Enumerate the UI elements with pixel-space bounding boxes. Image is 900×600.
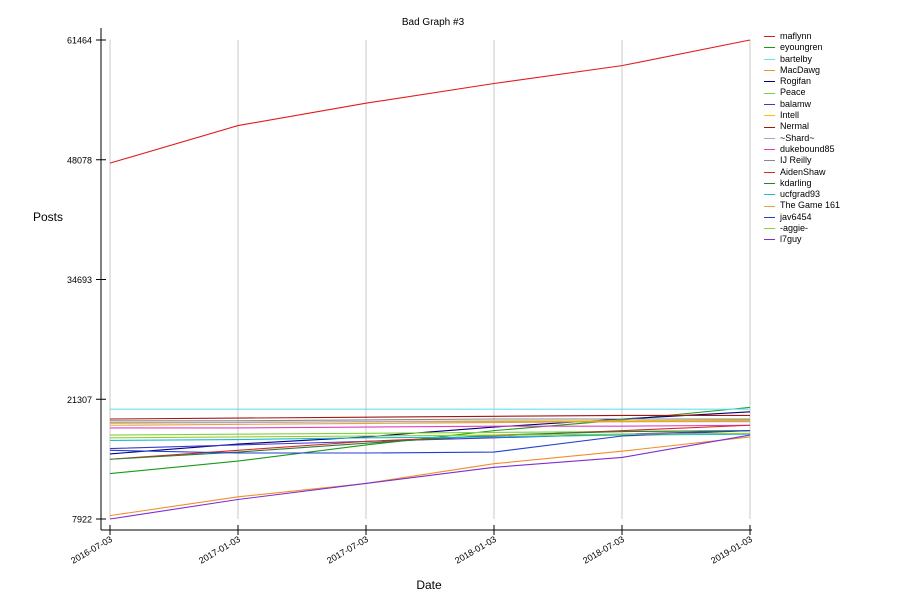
legend-swatch [764, 160, 775, 162]
legend-swatch [764, 103, 775, 105]
x-axis-label: Date [416, 578, 442, 592]
x-tick-label: 2017-07-03 [325, 534, 370, 566]
y-tick-label: 34693 [67, 275, 92, 285]
x-tick-label: 2019-01-03 [709, 534, 754, 566]
legend-item: AidenShaw [764, 167, 894, 178]
legend-item: IJ Reilly [764, 155, 894, 166]
series-line-kdarling [109, 430, 751, 460]
legend-swatch [764, 70, 775, 72]
legend-item: ~Shard~ [764, 133, 894, 144]
x-tick-label: 2017-01-03 [197, 534, 242, 566]
series-line-jav6454 [109, 430, 751, 454]
series-line-aggie [109, 432, 751, 439]
legend-swatch [764, 47, 775, 49]
series-line-l7guy [109, 434, 751, 520]
legend-swatch [764, 183, 775, 184]
legend-swatch [764, 81, 775, 83]
legend-swatch [764, 228, 775, 230]
legend-item: Peace [764, 87, 894, 98]
legend-item: MacDawg [764, 65, 894, 76]
legend-label: The Game 161 [780, 200, 841, 211]
legend-swatch [764, 137, 775, 139]
legend-item: maflynn [764, 31, 894, 42]
legend-label: dukebound85 [780, 143, 835, 154]
legend-label: jav6454 [780, 211, 812, 222]
y-tick-label: 48078 [67, 155, 92, 165]
series-line-nermal [109, 414, 750, 420]
axis-ticks: 7922 21307 34693 48078 61464 2016-07-03 2017-0… [67, 36, 754, 566]
legend-swatch [764, 194, 775, 196]
grid-lines [109, 40, 751, 519]
legend-swatch [764, 216, 775, 218]
legend-item: bartelby [764, 54, 894, 65]
legend-label: eyoungren [780, 42, 823, 53]
legend-label: maflynn [780, 31, 812, 41]
legend-item: Rogifan [764, 76, 894, 87]
legend-item: The Game 161 [764, 200, 894, 211]
legend-swatch [764, 149, 775, 151]
x-tick-label: 2016-07-03 [69, 534, 114, 566]
series-lines [109, 39, 751, 520]
legend-item: dukebound85 [764, 144, 894, 155]
legend-item: Intell [764, 110, 894, 121]
legend-item: ucfgrad93 [764, 189, 894, 200]
legend-item: -aggie- [764, 223, 894, 234]
legend-item: kdarling [764, 178, 894, 189]
legend-label: balamw [780, 98, 812, 109]
y-tick-label: 21307 [67, 395, 92, 405]
x-tick-label: 2018-01-03 [453, 534, 498, 566]
legend-label: Rogifan [780, 76, 812, 87]
legend-item: Nermal [764, 121, 894, 132]
series-line-the-game-161 [109, 420, 751, 426]
legend-label: kdarling [780, 177, 812, 188]
legend-label: ucfgrad93 [780, 189, 821, 200]
legend-swatch [764, 36, 775, 38]
legend-item: l7guy [764, 234, 894, 245]
legend-label: AidenShaw [780, 166, 826, 177]
legend-swatch [764, 115, 775, 117]
legend-label: MacDawg [780, 64, 821, 75]
legend-label: -aggie- [780, 223, 809, 234]
y-tick-label: 61464 [67, 36, 92, 46]
series-line-dukebound85 [110, 424, 751, 429]
legend-swatch [764, 205, 775, 207]
y-axis-label: Posts [33, 210, 63, 224]
x-tick-label: 2018-07-03 [581, 534, 626, 566]
chart-title: Bad Graph #3 [402, 17, 465, 28]
legend-label: IJ Reilly [780, 155, 812, 166]
legend-swatch [764, 171, 775, 173]
legend-item: eyoungren [764, 42, 894, 53]
legend-label: l7guy [780, 234, 802, 245]
legend-swatch [764, 239, 775, 241]
y-tick-label: 7922 [72, 515, 92, 525]
series-line-maflynn [109, 39, 751, 164]
legend-label: Intell [780, 110, 800, 121]
series-line-ij-reilly [110, 418, 750, 422]
legend-item: balamw [764, 99, 894, 110]
legend-item: jav6454 [764, 212, 894, 223]
chart-legend: maflynn eyoungren bartelby MacDawg Rogifan Pe… [764, 31, 894, 246]
legend-swatch [764, 126, 775, 128]
legend-label: Nermal [780, 121, 810, 132]
series-line-macdawg [109, 436, 751, 517]
legend-swatch [764, 92, 775, 94]
legend-label: Peace [780, 87, 806, 98]
legend-swatch [764, 58, 775, 60]
legend-label: ~Shard~ [780, 132, 815, 143]
legend-label: bartelby [780, 53, 813, 64]
